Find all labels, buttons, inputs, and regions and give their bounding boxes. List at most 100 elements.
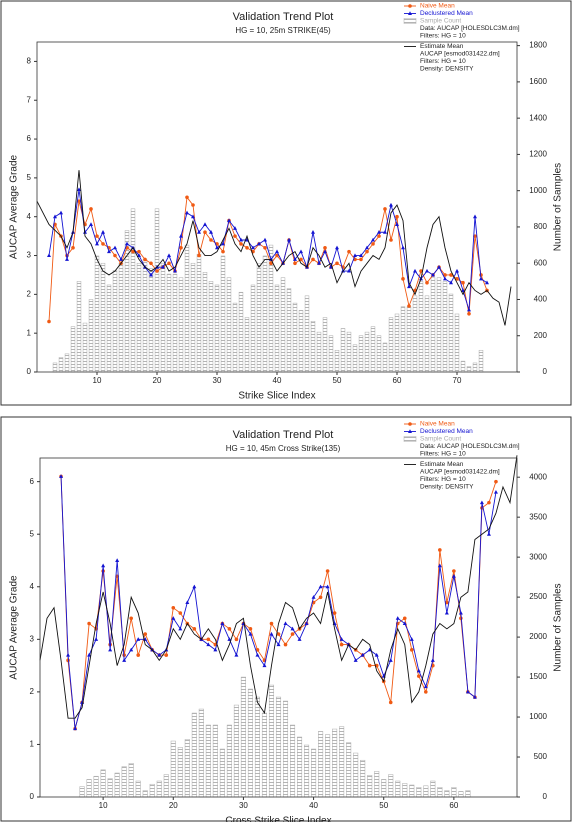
- sample-count-bar: [340, 328, 346, 373]
- x-tick-label: 60: [449, 801, 458, 810]
- point-marker: [452, 569, 456, 573]
- y-tick-label: 1: [30, 740, 35, 749]
- sample-count-bar: [135, 780, 141, 798]
- point-marker: [317, 261, 321, 265]
- point-marker: [479, 276, 483, 281]
- y-tick-label: 0: [27, 367, 32, 376]
- sample-count-bar: [142, 790, 148, 798]
- sample-count-bar: [64, 353, 70, 373]
- point-marker: [485, 280, 489, 285]
- point-marker: [107, 249, 111, 254]
- point-marker: [94, 637, 99, 641]
- point-marker: [137, 249, 141, 254]
- point-marker: [73, 726, 78, 731]
- point-marker: [290, 632, 295, 636]
- sample-count-bar: [409, 784, 415, 798]
- point-marker: [221, 241, 225, 246]
- point-marker: [129, 647, 134, 652]
- point-marker: [388, 658, 393, 662]
- y2-tick-label: 500: [534, 752, 548, 761]
- y-tick-label: 3: [30, 634, 35, 643]
- legend-marker: [408, 11, 412, 15]
- point-marker: [353, 253, 357, 258]
- legend-note: Filters: HG = 10: [420, 58, 466, 65]
- y2-tick-label: 1600: [529, 77, 547, 86]
- legend-note: Data: AUCAP [HOLESDLC3M.dm]: [420, 25, 520, 32]
- series-line: [36, 170, 512, 326]
- point-marker: [257, 241, 261, 246]
- sample-count-bar: [460, 360, 466, 373]
- legend-label: Estimate Mean: [420, 43, 464, 50]
- series-line: [60, 476, 497, 729]
- point-marker: [47, 253, 51, 258]
- sample-count-bar: [233, 704, 239, 798]
- y2-tick-label: 1500: [529, 672, 547, 681]
- point-marker: [276, 642, 281, 647]
- y2-tick-label: 600: [534, 258, 548, 267]
- panel-frame: [0, 416, 572, 822]
- y2-tick-label: 3500: [529, 512, 547, 521]
- sample-count-bar: [465, 790, 471, 798]
- sample-count-bar: [208, 281, 214, 373]
- sample-count-bar: [142, 259, 148, 373]
- point-marker: [347, 268, 351, 273]
- point-marker: [395, 222, 399, 226]
- sample-count-bar: [423, 785, 429, 798]
- point-marker: [65, 257, 69, 261]
- legend-label: Declustered Mean: [420, 10, 473, 17]
- y2-tick-label: 1200: [529, 150, 547, 159]
- legend-note: Filters: HG = 10: [420, 33, 466, 40]
- point-marker: [407, 304, 411, 308]
- point-marker: [248, 631, 253, 636]
- sample-count-bar: [172, 273, 178, 373]
- x-tick-label: 30: [239, 801, 248, 810]
- sample-count-bar: [388, 774, 394, 798]
- sample-count-bar: [82, 322, 88, 373]
- y-tick-label: 3: [27, 251, 32, 260]
- sample-count-bar: [466, 366, 472, 373]
- point-marker: [423, 684, 428, 689]
- point-marker: [179, 233, 183, 238]
- sample-count-bar: [107, 778, 113, 798]
- point-marker: [262, 663, 267, 668]
- point-marker: [185, 600, 190, 605]
- y-tick-label: 6: [27, 134, 32, 143]
- sample-count-bar: [247, 688, 253, 798]
- x-tick-label: 40: [273, 376, 282, 385]
- sample-count-bar: [282, 700, 289, 798]
- point-marker: [143, 257, 147, 262]
- point-marker: [402, 621, 407, 626]
- sample-count-bar: [395, 780, 401, 798]
- point-marker: [263, 237, 267, 242]
- point-marker: [239, 237, 243, 242]
- y2-tick-label: 1000: [529, 712, 547, 721]
- sample-count-bar: [166, 273, 172, 373]
- sample-count-bar: [318, 731, 324, 798]
- sample-count-bar: [205, 724, 211, 798]
- y-tick-label: 8: [27, 57, 32, 66]
- point-marker: [416, 668, 421, 673]
- point-marker: [269, 261, 273, 266]
- legend-marker: [408, 429, 412, 433]
- point-marker: [293, 261, 297, 266]
- sample-count-bar: [79, 786, 85, 798]
- y2-tick-label: 4000: [529, 472, 547, 481]
- point-marker: [77, 199, 81, 203]
- point-marker: [101, 563, 106, 568]
- x-tick-label: 70: [453, 376, 462, 385]
- point-marker: [66, 652, 71, 657]
- sample-count-bar: [275, 696, 282, 798]
- point-marker: [137, 253, 141, 258]
- y-tick-label: 4: [30, 582, 35, 591]
- series-line: [60, 476, 497, 729]
- point-marker: [122, 658, 127, 662]
- point-marker: [209, 238, 213, 242]
- legend-note: Density: DENSITY: [420, 66, 474, 73]
- legend-note: AUCAP [esmod031422.dm]: [420, 51, 500, 58]
- point-marker: [311, 230, 315, 234]
- y-tick-label: 6: [30, 477, 35, 486]
- point-marker: [401, 245, 405, 250]
- point-marker: [465, 689, 470, 694]
- sample-count-bar: [298, 310, 304, 373]
- point-marker: [233, 226, 237, 230]
